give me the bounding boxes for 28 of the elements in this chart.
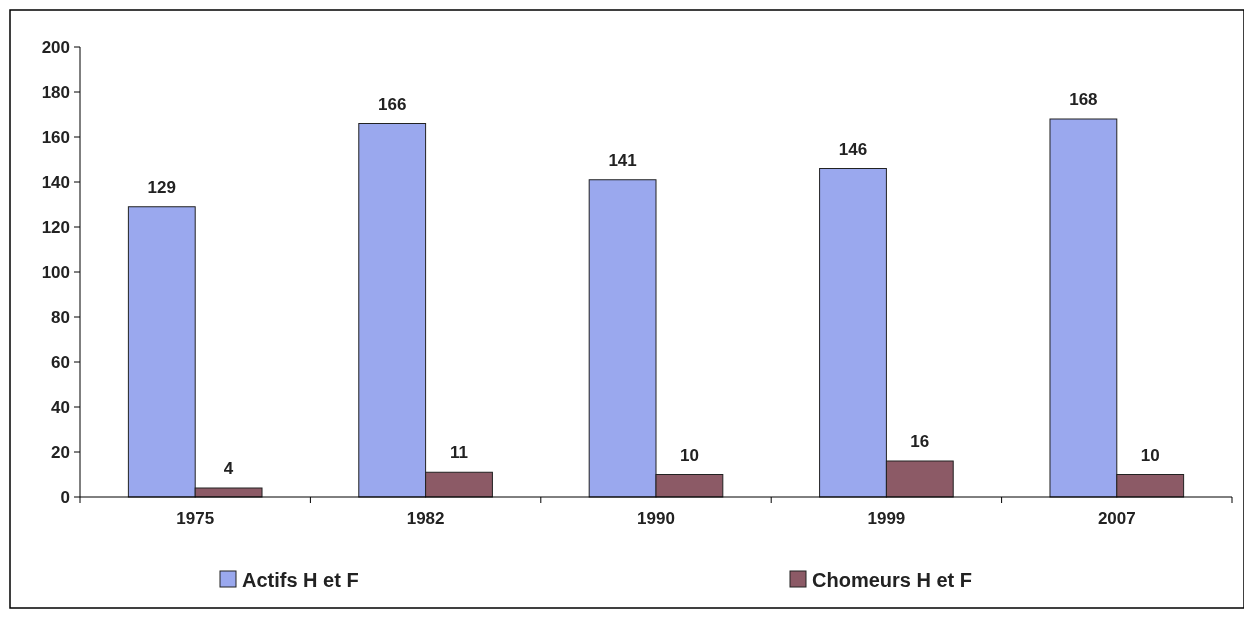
- data-label: 16: [910, 432, 930, 451]
- y-tick-label: 40: [51, 397, 70, 417]
- data-label: 10: [679, 445, 699, 465]
- x-tick-label: 1990: [637, 509, 675, 528]
- data-label: 166: [378, 94, 407, 114]
- data-label: 10: [1140, 445, 1160, 465]
- y-tick-label: 60: [51, 352, 70, 372]
- data-label: 146: [838, 139, 868, 159]
- x-tick-label: 1975: [176, 509, 215, 528]
- y-tick-label: 80: [51, 307, 70, 327]
- x-tick-label: 2007: [1097, 509, 1136, 528]
- data-label: 168: [1069, 90, 1098, 109]
- y-tick-label: 20: [51, 442, 70, 462]
- y-tick-label: 140: [41, 172, 70, 192]
- data-label: 11: [450, 443, 468, 463]
- y-tick-label: 100: [41, 262, 70, 282]
- x-tick-label: 1999: [867, 509, 906, 528]
- y-tick-label: 200: [41, 37, 70, 57]
- legend-label: Chomeurs H et F: [812, 569, 973, 591]
- y-tick-label: 0: [60, 487, 70, 507]
- legend-label: Actifs H et F: [242, 569, 359, 591]
- data-label: 4: [223, 459, 234, 478]
- y-tick-label: 180: [41, 82, 70, 102]
- y-tick-label: 120: [41, 217, 70, 237]
- x-tick-label: 1982: [406, 509, 445, 528]
- data-label: 129: [147, 177, 176, 197]
- data-label: 141: [608, 150, 637, 170]
- y-tick-label: 160: [41, 127, 70, 147]
